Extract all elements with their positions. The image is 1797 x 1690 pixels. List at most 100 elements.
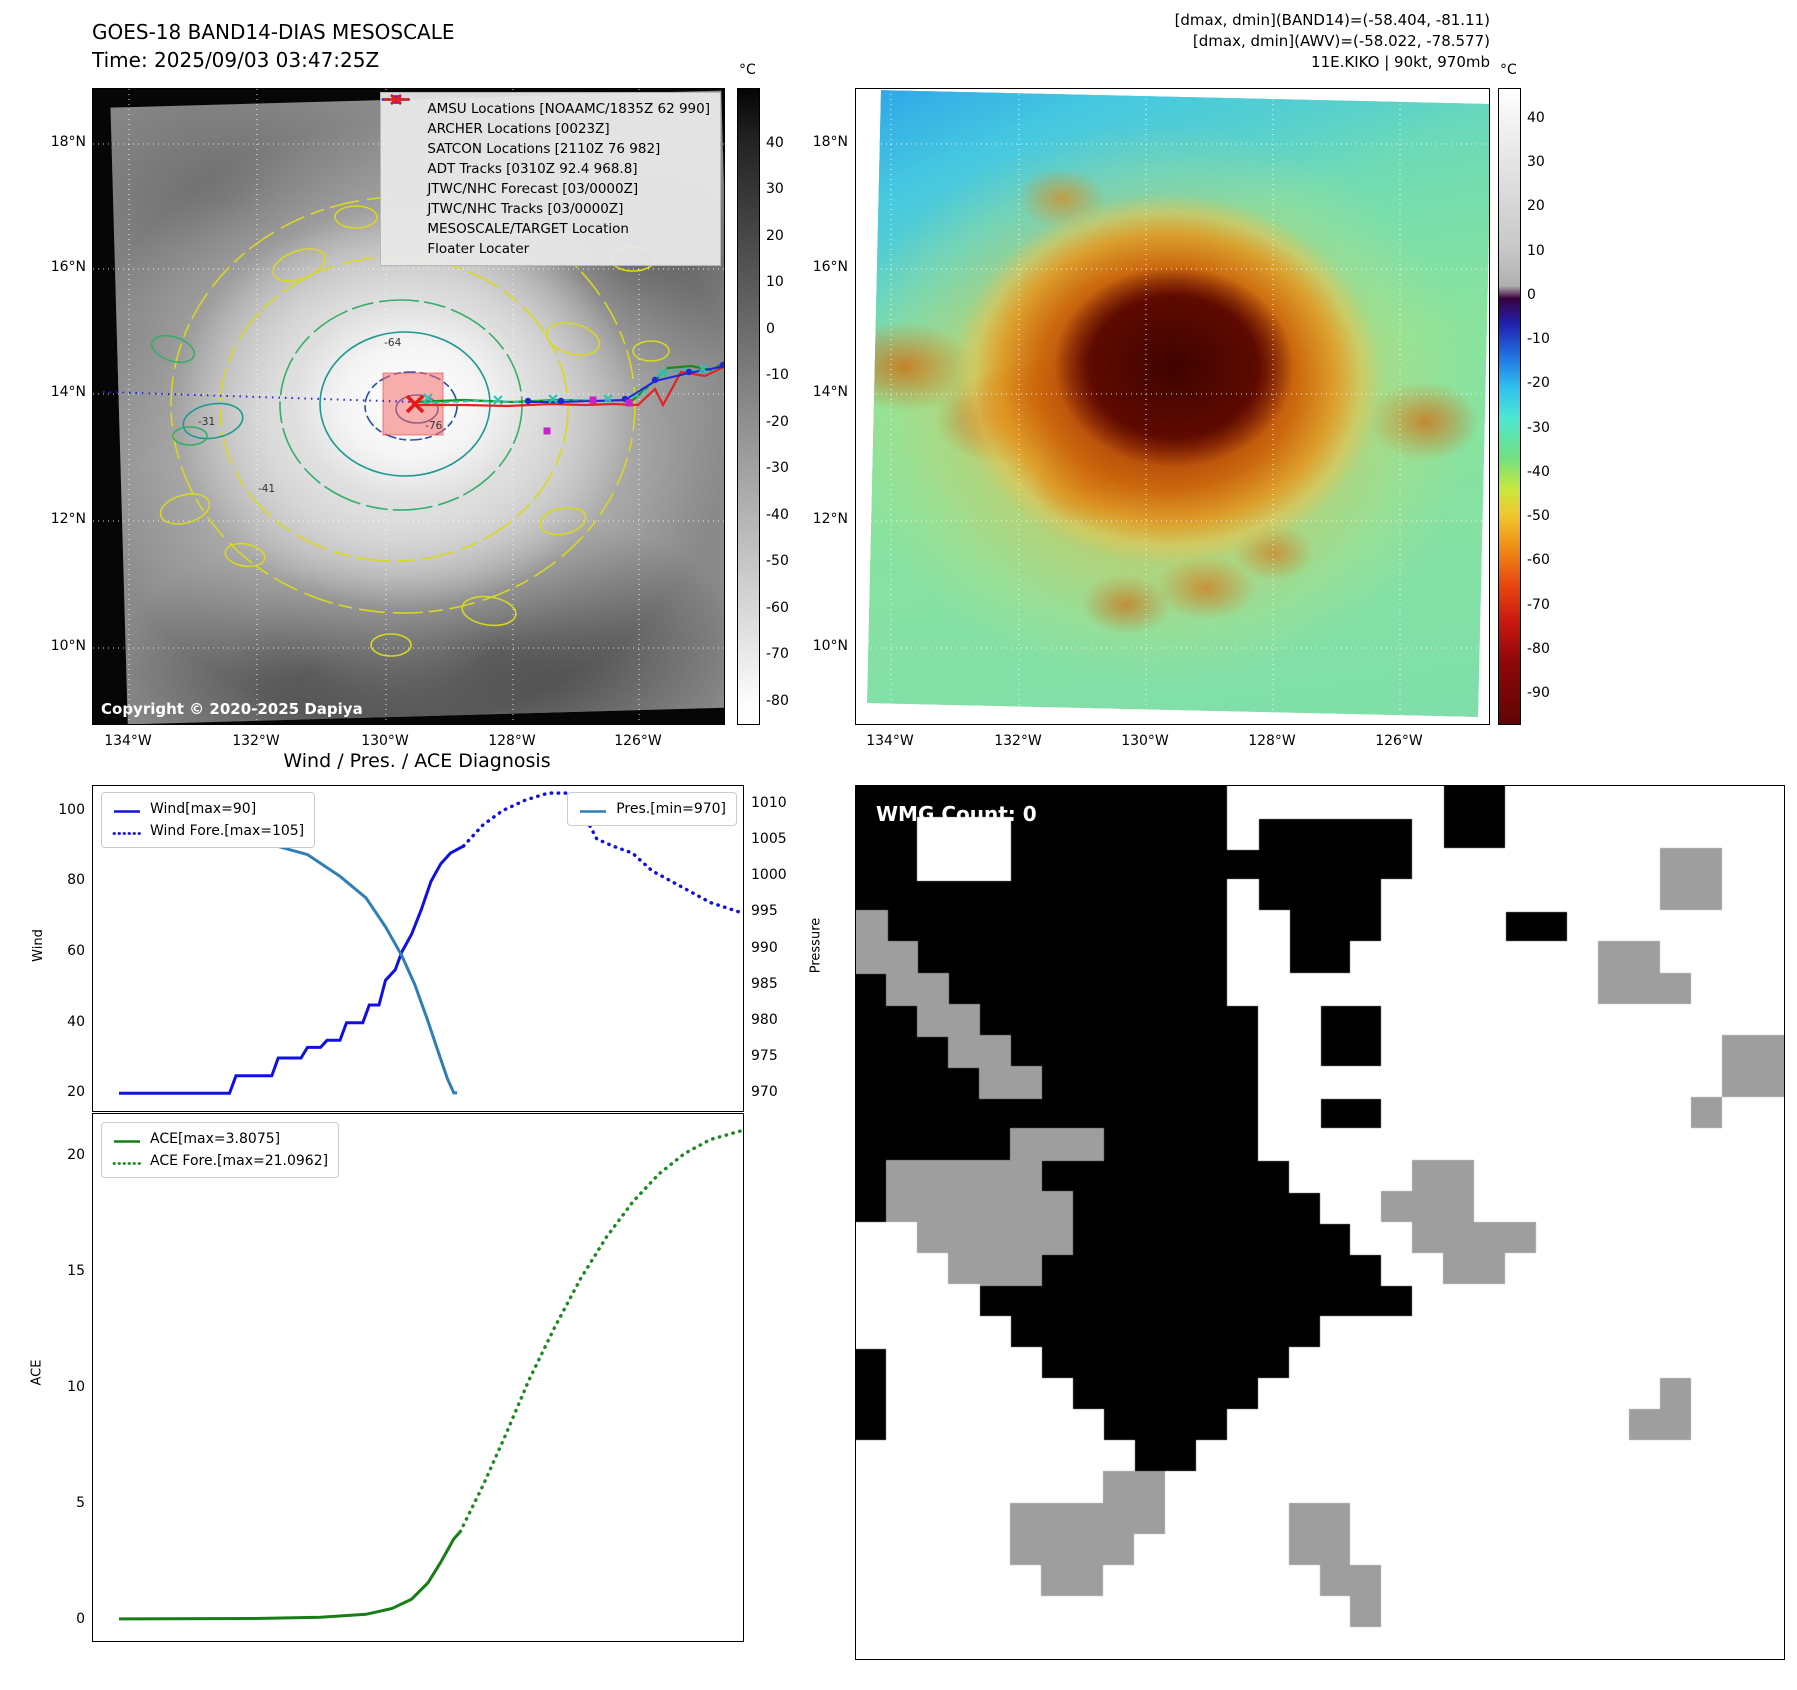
y-tick-right: 1000 xyxy=(751,867,787,884)
solid-line-marker-icon xyxy=(578,803,608,816)
band14-colorbar-tick: 0 xyxy=(766,320,775,337)
band14-colorbar-tick: -20 xyxy=(766,413,789,430)
x-marker-icon xyxy=(390,94,421,236)
awv-colorbar-tick: -60 xyxy=(1527,552,1550,569)
awv-colorbar-tick: 0 xyxy=(1527,286,1536,303)
awv-colorbar-tick: -10 xyxy=(1527,331,1550,348)
amsu-archer-squares xyxy=(543,396,633,435)
band14-colorbar-tick: -10 xyxy=(766,367,789,384)
map-legend-label: SATCON Locations [2110Z 76 982] xyxy=(427,141,661,157)
ace-chart: 0 5 10 15 20 ACE[max=3.8075] ACE Fore.[max=21.… xyxy=(67,1113,745,1642)
map-legend-row: JTWC/NHC Tracks [03/0000Z] xyxy=(383,96,710,219)
band14-colorbar-unit: °C xyxy=(739,62,756,78)
y-tick-right: 985 xyxy=(751,975,778,992)
awv-header: [dmax, dmin](BAND14)=(-58.404, -81.11) [… xyxy=(1175,10,1490,73)
adt-track-line xyxy=(414,361,724,404)
chart-legend-row: Pres.[min=970] xyxy=(578,798,726,820)
dmax-dmin-awv: [dmax, dmin](AWV)=(-58.022, -78.577) xyxy=(1192,32,1490,50)
awv-colorbar-tick: 40 xyxy=(1527,109,1545,126)
band14-lat-label: 18°N xyxy=(50,134,86,150)
awv-lat-label: 14°N xyxy=(812,384,848,400)
awv-colorbar-tick: 10 xyxy=(1527,242,1545,259)
map-legend: AMSU Locations [NOAAMC/1835Z 62 990] ARCH… xyxy=(380,92,721,266)
band14-colorbar-tick: 40 xyxy=(766,134,784,151)
series-line xyxy=(118,831,457,1095)
y-tick-right: 975 xyxy=(751,1047,778,1064)
awv-colorbar-tick: -30 xyxy=(1527,419,1550,436)
awv-lat-label: 18°N xyxy=(812,134,848,150)
awv-colorbar-tick: -90 xyxy=(1527,685,1550,702)
awv-overlay xyxy=(856,89,1489,724)
band14-colorbar-tick: -60 xyxy=(766,599,789,616)
series-line xyxy=(458,1128,745,1534)
band14-lat-label: 12°N xyxy=(50,511,86,527)
y-tick-left: 100 xyxy=(58,801,85,818)
band14-time: Time: 2025/09/03 03:47:25Z xyxy=(92,48,380,72)
awv-lat-label: 12°N xyxy=(812,511,848,527)
map-legend-label: Floater Locater xyxy=(427,241,530,257)
dotted-line-marker-icon xyxy=(112,825,142,838)
y-tick-left: 10 xyxy=(67,1378,85,1395)
chart-legend: ACE[max=3.8075] ACE Fore.[max=21.0962] xyxy=(101,1122,340,1178)
y-tick-right: 980 xyxy=(751,1011,778,1028)
y-tick-left: 5 xyxy=(76,1495,85,1512)
map-legend-label: MESOSCALE/TARGET Location xyxy=(427,221,629,237)
pressure-axis-label: Pressure xyxy=(808,917,824,974)
band14-lon-label: 134°W xyxy=(104,733,152,749)
awv-colorbar-tick: -50 xyxy=(1527,508,1550,525)
mesoscale-target-x xyxy=(405,394,425,414)
awv-colorbar-tick: -40 xyxy=(1527,463,1550,480)
awv-lon-label: 134°W xyxy=(866,733,914,749)
awv-lat-label: 10°N xyxy=(812,638,848,654)
y-tick-left: 0 xyxy=(76,1611,85,1628)
y-tick-left: 20 xyxy=(67,1146,85,1163)
square-marker-icon xyxy=(391,95,421,136)
dotted-marker-icon xyxy=(381,98,421,196)
band14-lat-label: 10°N xyxy=(50,638,86,654)
chart-legend-label: ACE[max=3.8075] xyxy=(150,1131,281,1147)
awv-colorbar-tick: -80 xyxy=(1527,640,1550,657)
band14-lon-label: 128°W xyxy=(488,733,536,749)
solid-line-marker-icon xyxy=(112,803,142,816)
map-legend-row: AMSU Locations [NOAAMC/1835Z 62 990] xyxy=(391,95,710,119)
awv-lon-label: 132°W xyxy=(994,733,1042,749)
ace-plot xyxy=(118,1128,745,1621)
storm-id-intensity: 11E.KIKO | 90kt, 970mb xyxy=(1311,53,1490,71)
map-legend-label: JTWC/NHC Tracks [03/0000Z] xyxy=(427,201,624,217)
band14-colorbar-tick: 30 xyxy=(766,181,784,198)
wmg-mask-canvas xyxy=(856,786,1784,1659)
wind-pressure-chart: 20 40 60 80 100 970 975 980 985 990 995 1000 1005 101… xyxy=(58,785,787,1112)
band14-header: GOES-18 BAND14-DIAS MESOSCALE Time: 2025… xyxy=(92,18,455,74)
y-tick-left: 60 xyxy=(67,943,85,960)
band14-colorbar-tick: -30 xyxy=(766,460,789,477)
band14-lon-label: 126°W xyxy=(614,733,662,749)
map-legend-label: ARCHER Locations [0023Z] xyxy=(427,121,610,137)
series-line xyxy=(119,844,465,1095)
y-tick-left: 40 xyxy=(67,1013,85,1030)
y-tick-left: 20 xyxy=(67,1084,85,1101)
chart-legend: Wind[max=90] Wind Fore.[max=105] xyxy=(101,792,316,848)
chart-legend-row: Wind Fore.[max=105] xyxy=(112,820,304,842)
jtwc-forecast-line xyxy=(102,391,416,403)
map-legend-label: AMSU Locations [NOAAMC/1835Z 62 990] xyxy=(427,101,710,117)
awv-satellite-map xyxy=(855,88,1490,725)
band14-colorbar-tick: -80 xyxy=(766,692,789,709)
map-legend-row: ARCHER Locations [0023Z] xyxy=(391,95,710,139)
ace-axis-label: ACE xyxy=(29,1359,45,1386)
line-marker-icon xyxy=(383,98,421,176)
chart-legend-label: Wind Fore.[max=105] xyxy=(150,823,305,839)
copyright-text: Copyright © 2020-2025 Dapiya xyxy=(101,700,363,718)
wmg-mask-panel: WMG Count: 0 xyxy=(855,785,1785,1660)
line-dot-marker-icon xyxy=(383,96,421,216)
awv-lat-label: 16°N xyxy=(812,259,848,275)
chart-legend-row: Wind[max=90] xyxy=(112,798,304,820)
band14-colorbar-tick: 20 xyxy=(766,227,784,244)
band14-lat-label: 14°N xyxy=(50,384,86,400)
chart-legend-label: ACE Fore.[max=21.0962] xyxy=(150,1153,329,1169)
x-marker-icon xyxy=(390,94,421,156)
dmax-dmin-band14: [dmax, dmin](BAND14)=(-58.404, -81.11) xyxy=(1174,11,1490,29)
band14-colorbar-tick: 10 xyxy=(766,274,784,291)
y-tick-right: 990 xyxy=(751,939,778,956)
awv-colorbar-tick: -20 xyxy=(1527,375,1550,392)
series-line xyxy=(118,1530,462,1621)
